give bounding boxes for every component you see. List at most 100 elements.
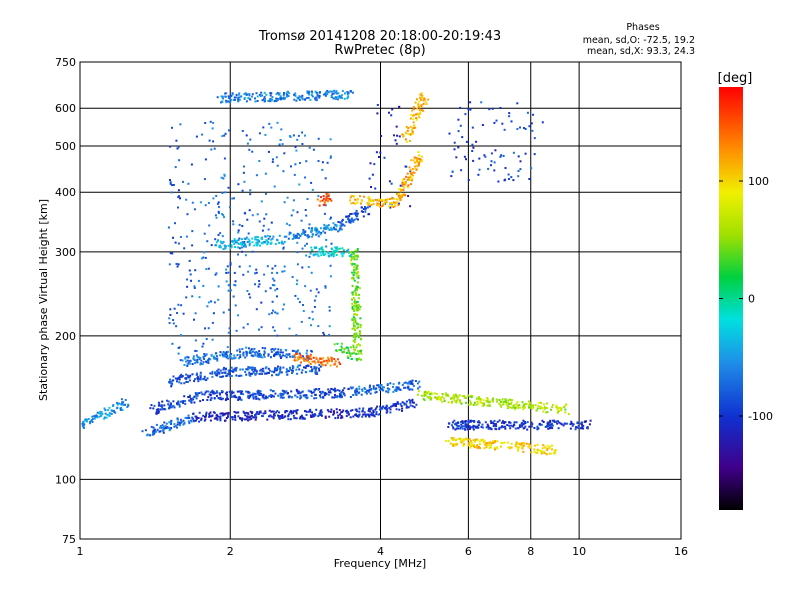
data-point xyxy=(249,98,252,101)
data-point xyxy=(219,351,222,354)
data-point xyxy=(198,392,201,395)
data-point xyxy=(236,349,239,352)
data-point xyxy=(387,390,390,393)
data-point xyxy=(250,354,253,357)
data-point xyxy=(518,425,521,428)
data-point xyxy=(270,410,273,413)
data-point xyxy=(169,252,172,255)
data-point xyxy=(211,372,214,375)
data-point xyxy=(289,355,292,358)
data-point xyxy=(476,425,479,428)
data-point xyxy=(238,357,241,360)
data-point xyxy=(229,206,231,209)
data-point xyxy=(469,427,471,430)
data-point xyxy=(286,90,289,93)
y-tick-label: 75 xyxy=(62,533,76,546)
data-point xyxy=(354,198,357,201)
data-point xyxy=(493,121,496,124)
data-point xyxy=(271,284,274,286)
data-point xyxy=(220,101,222,104)
data-point xyxy=(335,408,338,411)
data-point xyxy=(558,421,561,424)
data-point xyxy=(530,167,533,170)
data-point xyxy=(317,195,320,198)
data-point xyxy=(315,367,317,370)
data-point xyxy=(222,248,225,251)
data-point xyxy=(357,343,360,346)
data-point xyxy=(163,408,166,410)
data-point xyxy=(204,327,206,330)
data-point xyxy=(299,354,302,357)
data-point xyxy=(425,103,428,106)
data-point xyxy=(120,398,123,401)
data-point xyxy=(263,352,266,355)
data-point xyxy=(241,246,243,249)
data-point xyxy=(546,444,549,447)
data-point xyxy=(249,395,252,398)
data-point xyxy=(402,135,405,138)
data-point xyxy=(430,393,433,396)
data-point xyxy=(82,422,85,425)
data-point xyxy=(479,399,482,402)
data-point xyxy=(338,361,341,364)
data-point xyxy=(205,411,208,414)
data-point xyxy=(268,100,271,103)
data-point xyxy=(356,212,359,215)
data-point xyxy=(305,160,308,163)
data-point xyxy=(315,356,318,359)
data-point xyxy=(333,412,336,415)
data-point xyxy=(441,400,444,403)
data-point xyxy=(270,221,273,224)
data-point xyxy=(475,140,478,143)
data-point xyxy=(533,427,536,429)
data-point xyxy=(350,253,353,256)
data-point xyxy=(183,364,186,366)
data-point xyxy=(271,277,274,280)
data-point xyxy=(272,416,275,419)
data-point xyxy=(250,417,253,420)
data-point xyxy=(240,243,243,245)
data-point xyxy=(263,355,266,358)
data-point xyxy=(274,367,276,370)
data-point xyxy=(236,390,239,393)
data-point xyxy=(227,284,230,286)
data-point xyxy=(354,413,357,416)
data-point xyxy=(273,395,275,398)
data-point xyxy=(185,296,188,299)
data-point xyxy=(256,239,259,242)
data-point xyxy=(348,215,351,217)
data-point xyxy=(308,235,311,238)
data-point xyxy=(180,304,183,307)
data-point xyxy=(194,419,197,422)
data-point xyxy=(219,369,222,372)
data-point xyxy=(386,383,389,386)
data-point xyxy=(215,390,218,393)
data-point xyxy=(496,400,498,403)
data-point xyxy=(279,355,282,358)
data-point xyxy=(509,398,512,401)
data-point xyxy=(522,442,524,444)
data-point xyxy=(558,410,561,412)
data-point xyxy=(463,443,466,446)
data-point xyxy=(560,423,563,426)
data-point xyxy=(324,93,327,95)
data-point xyxy=(317,235,320,238)
data-point xyxy=(314,227,317,230)
data-point xyxy=(246,241,249,243)
data-point xyxy=(248,418,251,421)
data-point xyxy=(541,121,544,124)
data-point xyxy=(351,305,354,308)
data-point xyxy=(371,173,374,176)
data-point xyxy=(322,395,325,398)
data-point xyxy=(451,170,454,173)
data-point xyxy=(296,251,299,254)
data-point xyxy=(342,252,345,255)
data-point xyxy=(331,360,333,363)
data-point xyxy=(322,391,325,394)
data-point xyxy=(184,400,187,402)
data-point xyxy=(272,235,275,238)
data-point xyxy=(416,393,419,396)
data-point xyxy=(507,406,509,409)
data-point xyxy=(258,328,260,331)
data-point xyxy=(255,416,258,419)
